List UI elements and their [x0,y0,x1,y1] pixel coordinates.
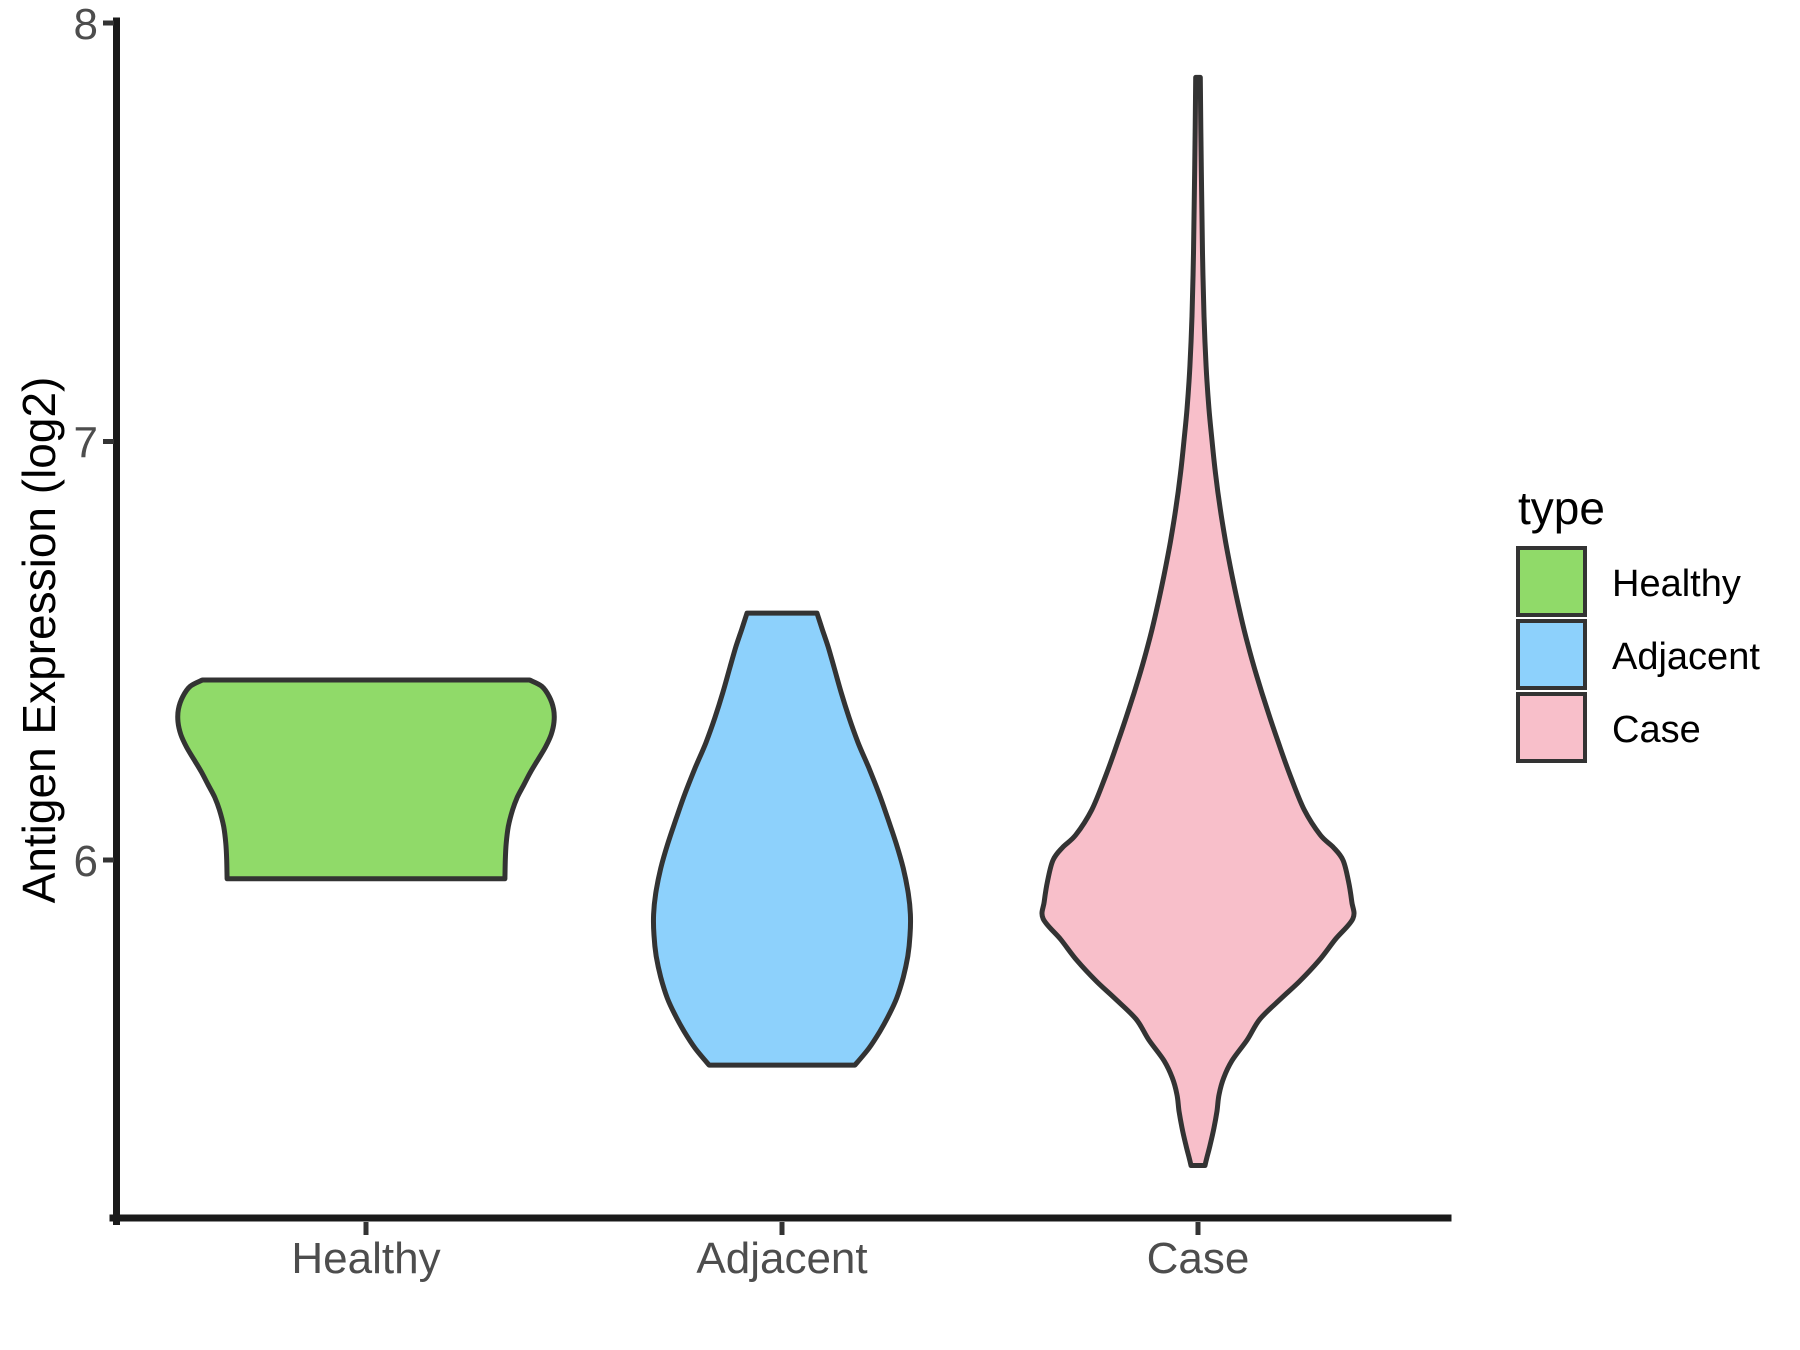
y-axis-ticks: 8 7 6 [74,0,114,886]
violin-group [175,74,1357,1168]
violin-healthy [175,677,557,882]
legend-label-healthy: Healthy [1612,563,1741,605]
y-tick-label: 6 [74,837,98,886]
legend-title: type [1518,482,1605,534]
x-axis-ticks: Healthy Adjacent Case [291,1222,1249,1283]
y-tick-label: 8 [74,0,98,49]
violin-case [1039,74,1357,1168]
legend-label-adjacent: Adjacent [1612,636,1760,678]
x-tick-label: Adjacent [696,1234,867,1283]
legend-swatch-healthy [1516,546,1587,617]
legend: type Healthy Adjacent Case [1516,482,1760,763]
legend-label-case: Case [1612,709,1701,751]
x-tick-label: Healthy [291,1234,440,1283]
legend-swatch-case [1516,692,1587,763]
x-tick-label: Case [1147,1234,1250,1283]
violin-adjacent [650,610,914,1068]
y-tick-label: 7 [74,419,98,468]
y-axis-title: Antigen Expression (log2) [13,377,65,904]
legend-swatch-adjacent [1516,619,1587,690]
